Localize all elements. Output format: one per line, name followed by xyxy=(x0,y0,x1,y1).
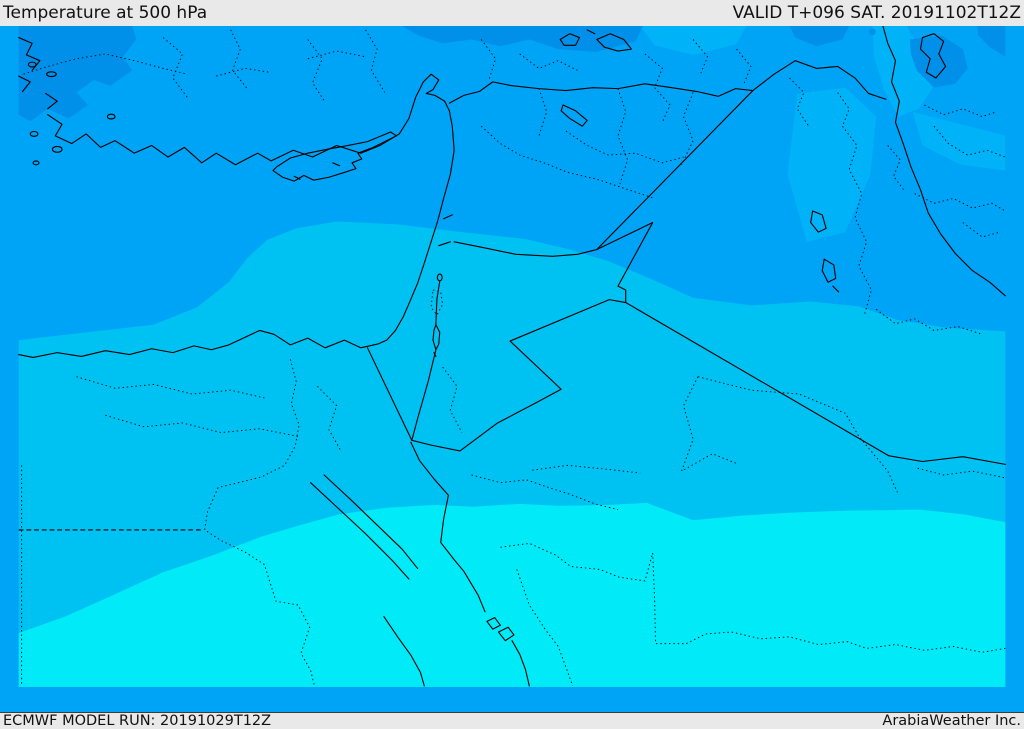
dotted-west-bank xyxy=(430,289,444,316)
border-turkey-south xyxy=(448,60,887,104)
island-rhodes xyxy=(106,113,116,120)
temperature-map-svg xyxy=(18,26,1006,687)
dotted-sea-graticule xyxy=(23,50,366,77)
border-iran-west xyxy=(882,26,1006,297)
border-iraq-saudi xyxy=(625,301,1006,465)
red-sea-west-coast xyxy=(383,616,425,687)
border-jordan-iraq-saudi xyxy=(411,221,654,452)
border-egypt-israel xyxy=(366,347,413,441)
island xyxy=(27,61,37,68)
coast-aegean-islands xyxy=(18,37,58,110)
band-cool-patches xyxy=(640,26,1006,242)
band-warm xyxy=(18,502,1006,687)
coastlines xyxy=(18,29,947,687)
map-canvas xyxy=(0,26,1024,712)
border-syria-jordan xyxy=(453,241,598,257)
lake-tuz xyxy=(559,33,580,46)
dotted-saudi-north xyxy=(471,376,1006,511)
footer-bar: ECMWF MODEL RUN: 20191029T12Z ArabiaWeat… xyxy=(0,712,1024,729)
page-title: Temperature at 500 hPa xyxy=(3,3,208,23)
dotted-turkey-provinces xyxy=(162,29,850,127)
lake-turkey-east xyxy=(586,29,633,52)
border-syria-iraq xyxy=(596,89,754,251)
lake-urmia xyxy=(919,33,947,79)
valid-time-label: VALID T+096 SAT. 20191102T12Z xyxy=(732,3,1021,23)
island xyxy=(51,145,63,153)
header-bar: Temperature at 500 hPa VALID T+096 SAT. … xyxy=(0,0,1024,26)
island-cyprus xyxy=(272,131,397,182)
dotted-iran-provinces xyxy=(842,104,1006,335)
dotted-saudi-south xyxy=(500,542,1006,687)
credit-label: ArabiaWeather Inc. xyxy=(882,713,1021,729)
coast-turkey-levant-egypt xyxy=(18,73,455,358)
gulf-of-suez xyxy=(310,474,419,580)
country-borders xyxy=(366,26,1006,465)
band-coldest-patches xyxy=(18,26,1006,122)
dotted-borders xyxy=(21,29,1006,687)
island xyxy=(46,71,57,78)
red-sea-east-coast xyxy=(410,441,530,687)
lake-assad xyxy=(560,104,588,127)
island xyxy=(29,130,39,137)
border-jordan-river-arava xyxy=(411,280,441,441)
border-lebanon xyxy=(438,214,453,247)
river-nile xyxy=(204,359,315,687)
island xyxy=(32,160,40,166)
lakes-iraq xyxy=(810,210,840,293)
model-run-label: ECMWF MODEL RUN: 20191029T12Z xyxy=(3,713,272,729)
